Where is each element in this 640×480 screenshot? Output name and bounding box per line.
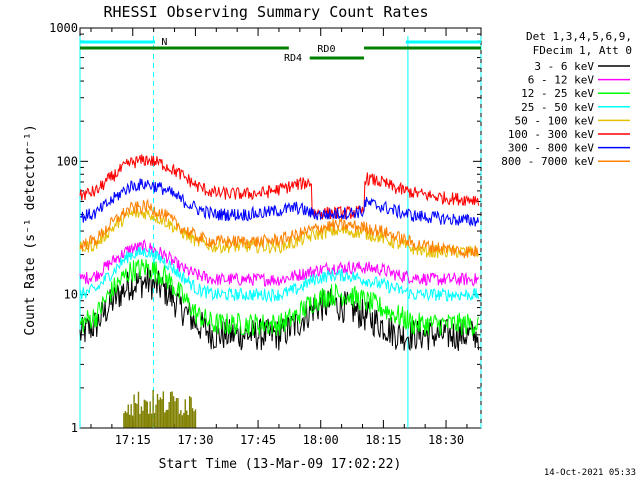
x-tick-label: 17:30 [177, 433, 213, 447]
legend: Det 1,3,4,5,6,9, FDecim 1, Att 0 3 - 6 k… [501, 30, 632, 168]
series-800-7000keV [79, 198, 479, 259]
legend-label: 800 - 7000 keV [501, 155, 594, 168]
series-line [79, 239, 479, 287]
footer-timestamp: 14-Oct-2021 05:33 [544, 468, 636, 478]
legend-label: 3 - 6 keV [534, 60, 594, 73]
series-line [79, 178, 479, 227]
legend-label: 50 - 100 keV [515, 114, 595, 127]
plot-frame [79, 27, 482, 429]
legend-header-line-2: FDecim 1, Att 0 [533, 44, 632, 57]
series-300-800keV [79, 178, 479, 227]
series-6-12keV [79, 239, 479, 287]
series-line [79, 267, 479, 352]
y-tick-label: 1 [71, 421, 78, 435]
x-tick-label: 18:30 [428, 433, 464, 447]
y-tick-label: 100 [56, 154, 78, 168]
legend-label: 100 - 300 keV [508, 128, 594, 141]
series-100-300keV [79, 154, 479, 220]
series-line [79, 259, 479, 336]
series-25-50keV [79, 246, 479, 303]
series-line [79, 154, 479, 220]
y-tick-label: 1000 [49, 21, 78, 35]
series-line [79, 198, 479, 259]
series-line [79, 246, 479, 303]
legend-label: 25 - 50 keV [521, 101, 594, 114]
flag-label-rd0: RD0 [317, 44, 335, 55]
x-tick-label: 17:45 [240, 433, 276, 447]
legend-label: 6 - 12 keV [528, 74, 595, 87]
series-12-25keV [79, 259, 479, 336]
x-axis-label: Start Time (13-Mar-09 17:02:22) [159, 457, 402, 472]
x-tick-label: 18:15 [365, 433, 401, 447]
chart-title: RHESSI Observing Summary Count Rates [103, 3, 428, 21]
series-3-6keV [79, 267, 479, 352]
series-7000-15000keV [123, 389, 197, 428]
x-tick-label: 17:15 [115, 433, 151, 447]
y-axis-label: Count Rate (s⁻¹ detector⁻¹) [23, 124, 38, 335]
flag-label-night: N [161, 37, 167, 48]
legend-label: 300 - 800 keV [508, 142, 594, 155]
flag-label-rd4: RD4 [284, 53, 302, 64]
legend-header-line-1: Det 1,3,4,5,6,9, [526, 30, 632, 43]
legend-label: 12 - 25 keV [521, 87, 594, 100]
plot-area: 1 10 100 1000 17:15 17:30 17:45 18:00 18:15 18:30… [49, 21, 482, 447]
x-tick-label: 18:00 [303, 433, 339, 447]
y-tick-label: 10 [64, 288, 78, 302]
